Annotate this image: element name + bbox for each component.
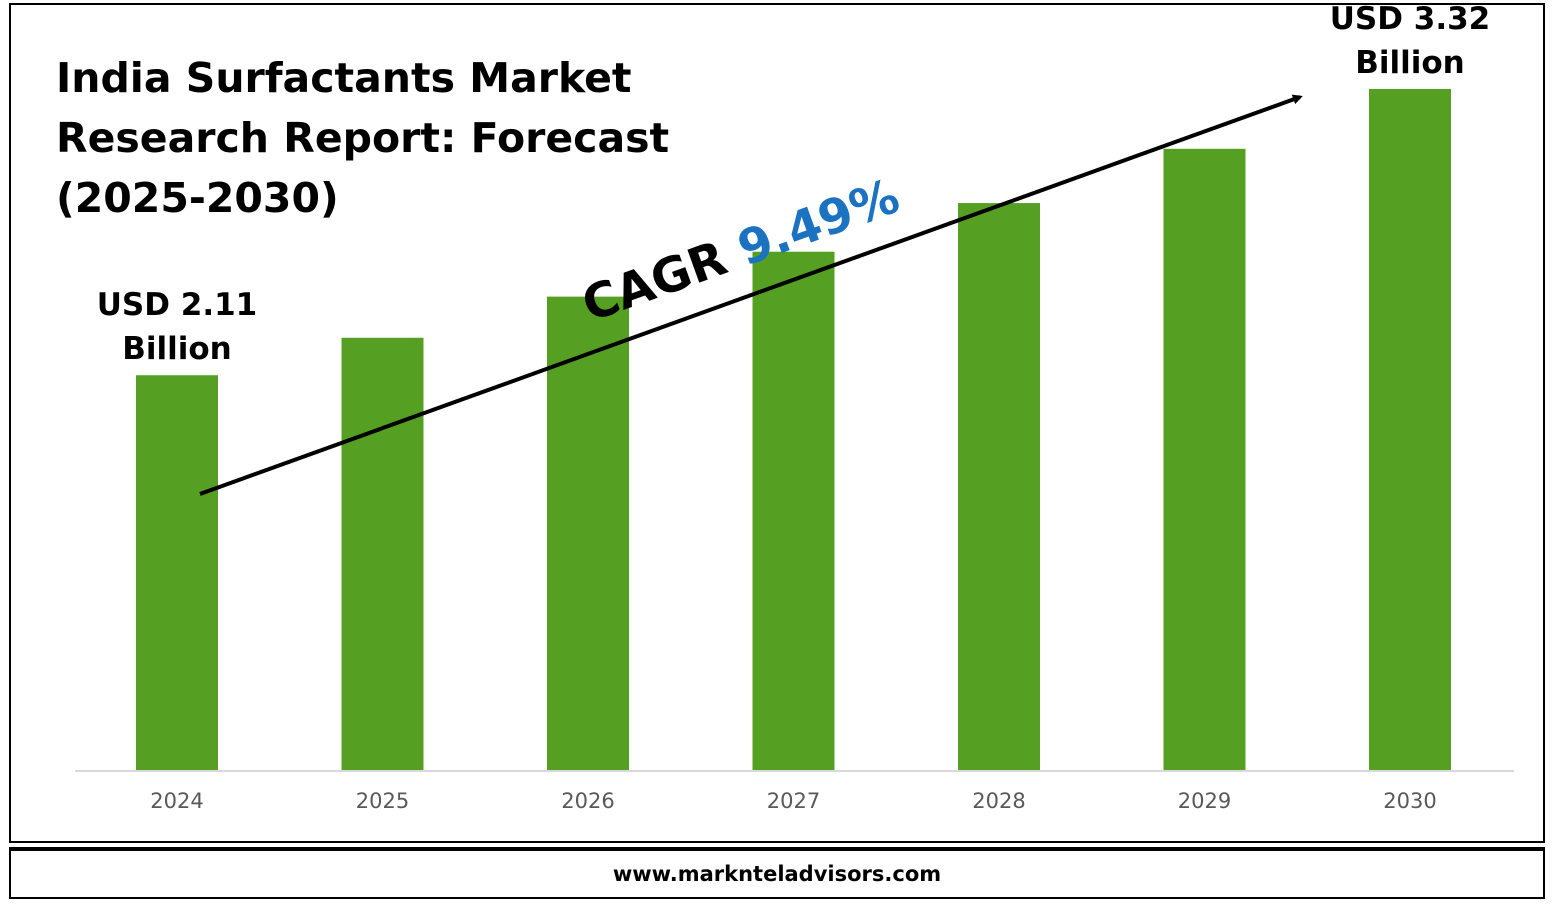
bar-2024 — [136, 375, 218, 770]
x-tick-2026: 2026 — [561, 789, 614, 813]
bar-2028 — [958, 203, 1040, 771]
x-tick-2025: 2025 — [356, 789, 409, 813]
trend-arrow — [199, 94, 1303, 496]
cagr-label: CAGR — [575, 230, 734, 333]
x-tick-2027: 2027 — [767, 789, 820, 813]
x-tick-2024: 2024 — [150, 789, 203, 813]
bar-2025 — [341, 337, 424, 770]
x-tick-2030: 2030 — [1383, 789, 1436, 813]
footer-bar: www.marknteladvisors.com — [9, 847, 1545, 899]
bar-2027 — [752, 251, 835, 771]
data-label-2024-line1: USD 2.11 — [97, 287, 258, 323]
bar-2029 — [1163, 148, 1246, 770]
bar-2026 — [547, 296, 629, 770]
bar-2030 — [1369, 88, 1451, 771]
x-tick-2028: 2028 — [972, 789, 1025, 813]
x-tick-labels: 2024 2025 2026 2027 2028 2029 2030 — [150, 789, 1436, 813]
bars-group — [136, 88, 1451, 771]
data-label-2024-line2: Billion — [122, 331, 232, 367]
footer-url: www.marknteladvisors.com — [612, 862, 942, 886]
cagr-annotation: CAGR 9.49% — [575, 168, 906, 333]
bar-chart: 2024 2025 2026 2027 2028 2029 2030 CAGR 9.49% … — [75, 1, 1514, 813]
data-labels: USD 2.11 Billion USD 3.32 Billion — [97, 1, 1491, 367]
chart-title: India Surfactants Market Research Report… — [56, 54, 670, 222]
data-label-2030-line2: Billion — [1355, 45, 1465, 81]
x-tick-2029: 2029 — [1178, 789, 1231, 813]
data-label-2030-line1: USD 3.32 — [1330, 1, 1491, 37]
